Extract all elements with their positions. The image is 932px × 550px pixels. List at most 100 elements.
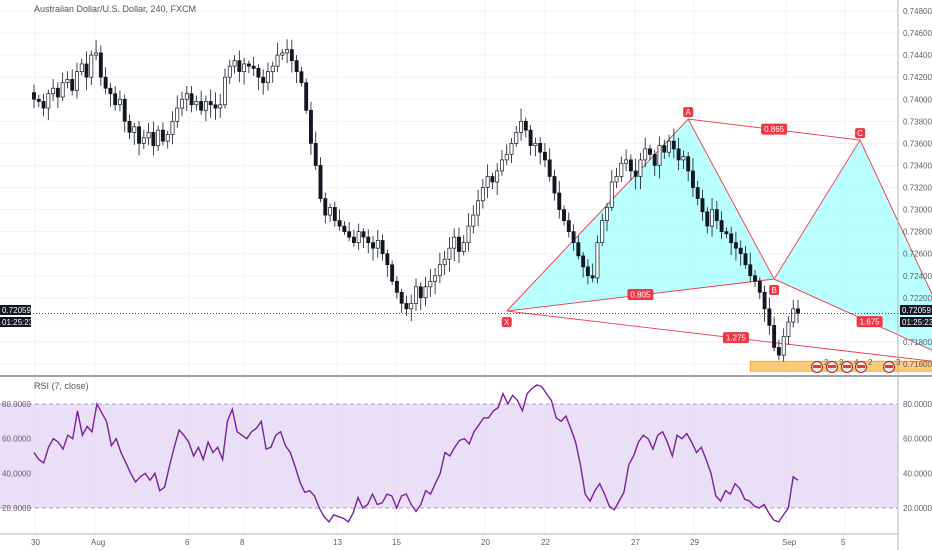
rsi-tick-label-left: 40.0000 <box>2 469 31 478</box>
candle <box>103 67 108 95</box>
event-badge[interactable]: 2 <box>811 358 830 373</box>
rsi-tick-label-right: 40.0000 <box>903 469 932 478</box>
price-tick-label: 0.73600 <box>903 139 932 148</box>
candle <box>309 101 313 155</box>
candle <box>218 94 223 118</box>
candle <box>356 223 361 251</box>
candle <box>519 108 524 141</box>
candle <box>108 83 113 107</box>
candle <box>213 92 218 120</box>
candle <box>51 79 56 102</box>
candle <box>414 278 418 311</box>
price-tick-label: 0.73800 <box>903 117 932 126</box>
candle <box>94 40 99 61</box>
price-tick-label: 0.72800 <box>903 228 932 237</box>
candle <box>437 252 442 284</box>
rsi-title: RSI (7, close) <box>34 381 89 391</box>
candle <box>223 68 227 109</box>
ratio-label-xb[interactable]: 0.805 <box>627 289 654 301</box>
ratio-label-xd[interactable]: 1.275 <box>722 332 749 344</box>
rsi-tick-label-left: 20.0000 <box>2 504 31 513</box>
candle <box>733 231 738 261</box>
candle <box>628 154 633 181</box>
candle <box>98 45 103 86</box>
candlestick-series <box>32 39 800 362</box>
ratio-label-ac[interactable]: 0.865 <box>761 123 788 135</box>
price-tick-label: 0.74200 <box>903 73 932 82</box>
event-badge[interactable]: 2 <box>826 358 845 373</box>
candle <box>84 51 89 91</box>
candle <box>457 227 461 264</box>
candle <box>175 95 180 128</box>
candle <box>428 268 433 297</box>
candle <box>743 245 748 269</box>
candle <box>547 148 552 182</box>
candle <box>705 207 710 234</box>
event-badge[interactable]: 2 <box>855 358 874 373</box>
last-price-marker: 0.72059 01:25:23 0.72059 01:25:23 <box>0 305 932 327</box>
candle <box>251 57 256 77</box>
candle <box>466 213 471 252</box>
candle <box>791 299 796 328</box>
ratio-label-bd[interactable]: 1.675 <box>856 316 883 328</box>
svg-text:X: X <box>504 318 510 327</box>
candle <box>165 130 170 149</box>
candle <box>695 180 700 206</box>
point-label-x[interactable]: X <box>501 317 512 328</box>
candle <box>146 123 151 146</box>
candle <box>452 228 457 262</box>
price-tick-label: 0.72200 <box>903 294 932 303</box>
candle <box>528 125 533 156</box>
candle <box>313 131 318 171</box>
candle <box>600 213 605 247</box>
candle <box>538 137 543 165</box>
price-tick-label: 0.73200 <box>903 184 932 193</box>
candle <box>772 316 777 352</box>
candle <box>361 228 366 248</box>
candle <box>724 227 729 239</box>
rsi-tick-label-left: 80.0000 <box>2 400 31 409</box>
candle <box>667 134 672 158</box>
rsi-line <box>33 384 799 524</box>
time-tick-label: Aug <box>91 538 105 547</box>
candle <box>523 117 528 138</box>
candle <box>476 189 481 227</box>
time-tick-label: 20 <box>481 538 490 547</box>
candle <box>203 95 208 122</box>
candle <box>60 72 65 102</box>
time-tick-label: 22 <box>541 538 550 547</box>
candle <box>447 237 452 272</box>
price-tick-label: 0.71800 <box>903 338 932 347</box>
event-badge[interactable]: 4 <box>841 358 860 373</box>
time-tick-label: 6 <box>185 538 190 547</box>
candle <box>652 149 657 176</box>
candle <box>585 259 590 285</box>
candle <box>423 276 428 307</box>
candle <box>762 285 767 322</box>
candle <box>500 150 504 176</box>
candle <box>36 94 41 108</box>
candle <box>657 136 662 179</box>
candle <box>700 189 705 221</box>
candle <box>137 121 141 156</box>
time-tick-label: 27 <box>631 538 640 547</box>
candle <box>461 234 466 256</box>
candle <box>748 252 753 283</box>
candle <box>595 235 600 284</box>
candle <box>686 151 691 182</box>
candle <box>676 137 681 171</box>
candle <box>619 156 624 183</box>
svg-text:2: 2 <box>839 358 844 367</box>
candle <box>786 316 791 345</box>
point-label-c[interactable]: C <box>855 128 866 139</box>
countdown-right: 01:25:23 <box>902 318 932 327</box>
candle <box>714 201 719 230</box>
candle <box>246 60 251 74</box>
event-badge[interactable]: 3 <box>883 358 902 373</box>
point-label-a[interactable]: A <box>683 107 694 118</box>
candle <box>433 267 438 295</box>
point-label-b[interactable]: B <box>769 285 780 296</box>
candle <box>65 71 70 89</box>
candle <box>514 125 519 147</box>
